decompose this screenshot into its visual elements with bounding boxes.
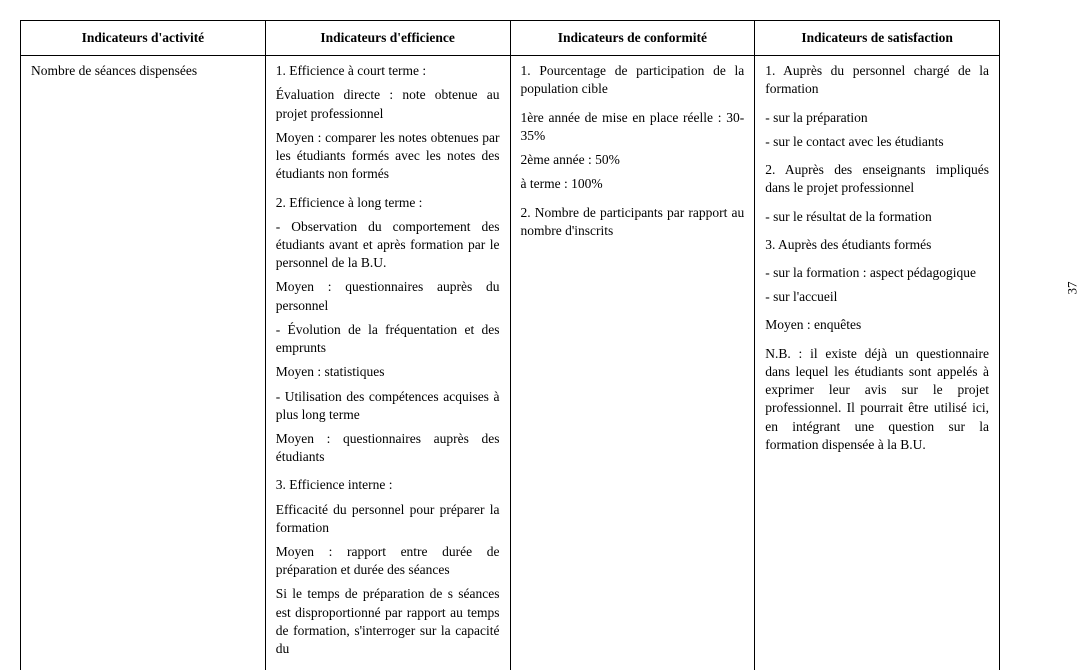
cell-activite: Nombre de séances dispensées <box>21 56 266 670</box>
eff-p11: 3. Efficience interne : <box>276 476 500 494</box>
sat-p9: Moyen : enquêtes <box>765 316 989 334</box>
eff-p4: 2. Efficience à long terme : <box>276 194 500 212</box>
eff-p13: Moyen : rapport entre durée de préparati… <box>276 543 500 579</box>
sat-p5: - sur le résultat de la formation <box>765 208 989 226</box>
page-number: 37 <box>1065 282 1081 295</box>
eff-p8: Moyen : statistiques <box>276 363 500 381</box>
header-conformite: Indicateurs de conformité <box>510 21 755 56</box>
conf-p1: 1. Pourcentage de participation de la po… <box>521 62 745 98</box>
eff-p7: - Évolution de la fréquentation et des e… <box>276 321 500 357</box>
sat-p4: 2. Auprès des enseignants impliqués dans… <box>765 161 989 197</box>
sat-p2: - sur la préparation <box>765 109 989 127</box>
eff-p1: 1. Efficience à court terme : <box>276 62 500 80</box>
sat-p6: 3. Auprès des étudiants formés <box>765 236 989 254</box>
eff-p14: Si le temps de préparation de s séances … <box>276 585 500 658</box>
eff-p6: Moyen : questionnaires auprès du personn… <box>276 278 500 314</box>
eff-p12: Efficacité du personnel pour préparer la… <box>276 501 500 537</box>
cell-conformite: 1. Pourcentage de participation de la po… <box>510 56 755 670</box>
cell-satisfaction: 1. Auprès du personnel chargé de la form… <box>755 56 1000 670</box>
sat-p10: N.B. : il existe déjà un questionnaire d… <box>765 345 989 454</box>
header-efficience: Indicateurs d'efficience <box>265 21 510 56</box>
body-row: Nombre de séances dispensées 1. Efficien… <box>21 56 1000 670</box>
eff-p3: Moyen : comparer les notes obtenues par … <box>276 129 500 184</box>
eff-p5: - Observation du comportement des étudia… <box>276 218 500 273</box>
header-row: Indicateurs d'activité Indicateurs d'eff… <box>21 21 1000 56</box>
header-activite: Indicateurs d'activité <box>21 21 266 56</box>
conf-p3: 2ème année : 50% <box>521 151 745 169</box>
eff-p9: - Utilisation des compétences acquises à… <box>276 388 500 424</box>
eff-p10: Moyen : questionnaires auprès des étudia… <box>276 430 500 466</box>
eff-p2: Évaluation directe : note obtenue au pro… <box>276 86 500 122</box>
cell-efficience: 1. Efficience à court terme : Évaluation… <box>265 56 510 670</box>
sat-p1: 1. Auprès du personnel chargé de la form… <box>765 62 989 98</box>
conf-p4: à terme : 100% <box>521 175 745 193</box>
activite-text: Nombre de séances dispensées <box>31 62 255 80</box>
sat-p3: - sur le contact avec les étudiants <box>765 133 989 151</box>
conf-p5: 2. Nombre de participants par rapport au… <box>521 204 745 240</box>
header-satisfaction: Indicateurs de satisfaction <box>755 21 1000 56</box>
sat-p8: - sur l'accueil <box>765 288 989 306</box>
conf-p2: 1ère année de mise en place réelle : 30-… <box>521 109 745 145</box>
sat-p7: - sur la formation : aspect pédagogique <box>765 264 989 282</box>
